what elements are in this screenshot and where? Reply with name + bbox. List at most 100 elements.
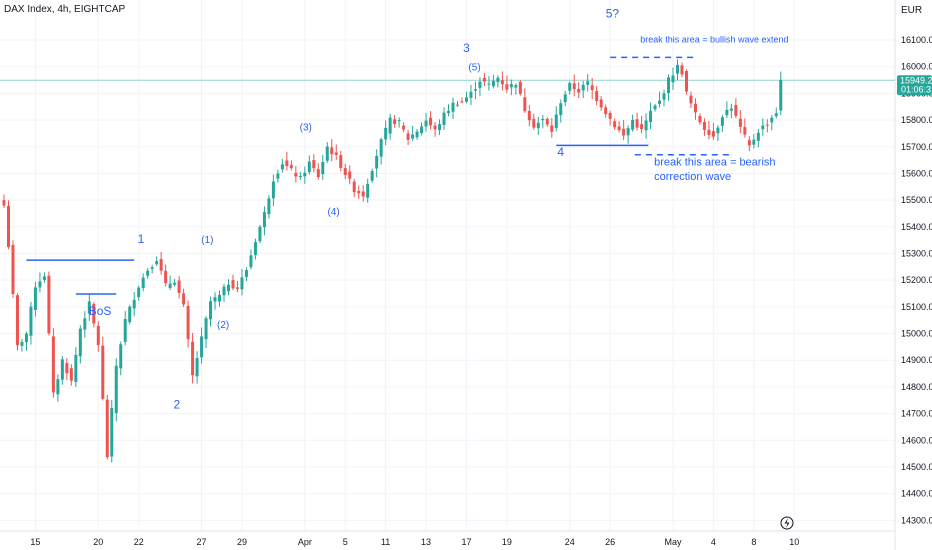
candle-body	[770, 117, 774, 123]
candle-body	[545, 118, 549, 125]
candle-body	[155, 261, 159, 265]
candle-body	[527, 111, 531, 121]
candle-body	[123, 319, 127, 342]
lightning-icon[interactable]	[780, 516, 794, 530]
candle-body	[222, 286, 226, 296]
x-tick-label: 8	[751, 537, 756, 547]
candle-body	[698, 115, 702, 123]
candle-body	[693, 103, 697, 113]
candle-body	[617, 126, 621, 131]
candle-body	[711, 131, 715, 137]
candle-body	[110, 408, 114, 457]
candle-body	[227, 284, 230, 292]
candle-body	[56, 379, 60, 395]
candle-body	[487, 83, 491, 85]
candle-body	[339, 155, 343, 168]
candle-body	[150, 267, 154, 269]
candle-body	[397, 120, 401, 122]
candle-body	[128, 306, 132, 323]
candle-body	[285, 160, 289, 167]
candle-body	[29, 306, 33, 336]
candle-body	[469, 91, 473, 98]
x-tick-label: 4	[711, 537, 716, 547]
candle-body	[249, 255, 253, 268]
countdown-label: 01:06:31	[901, 84, 932, 94]
candle-body	[51, 336, 55, 393]
annotation-note: break this area = bullish wave extend	[640, 35, 788, 45]
candle-body	[500, 80, 504, 85]
candle-body	[276, 173, 280, 179]
candle-body	[774, 113, 778, 117]
candle-body	[702, 122, 706, 130]
candle-body	[577, 88, 581, 93]
candle-body	[105, 399, 109, 458]
candle-body	[604, 107, 608, 115]
wave-label: 4	[557, 145, 564, 159]
candle-body	[195, 358, 199, 377]
candle-body	[330, 147, 334, 155]
y-tick-label: 14900.00	[901, 355, 932, 365]
candle-body	[460, 101, 464, 103]
y-tick-label: 16100.00	[901, 35, 932, 45]
wave-label: 5?	[606, 6, 620, 20]
candle-body	[716, 127, 720, 134]
candle-body	[96, 325, 100, 346]
candle-body	[312, 160, 316, 169]
y-tick-label: 14700.00	[901, 409, 932, 419]
candle-body	[473, 89, 477, 91]
price-tag-box	[897, 75, 932, 96]
x-tick-label: 13	[421, 537, 431, 547]
chart-title: DAX Index, 4h, EIGHTCAP	[4, 4, 126, 15]
candle-body	[568, 82, 572, 91]
candle-body	[491, 80, 495, 87]
y-tick-label: 15500.00	[901, 195, 932, 205]
candle-body	[375, 155, 379, 169]
x-axis: 15 20 22 27 29 Apr 5 11 13 17 19 24 26 May 4 8 10	[30, 537, 799, 547]
candle-body	[316, 169, 320, 178]
candle-body	[402, 125, 406, 130]
candle-body	[352, 181, 356, 193]
candle-body	[42, 276, 46, 280]
candle-body	[141, 277, 145, 289]
candle-body	[87, 301, 91, 314]
y-tick-label: 16000.00	[901, 62, 932, 72]
candle-body	[729, 108, 733, 111]
candle-body	[572, 83, 576, 90]
candle-body	[451, 102, 455, 112]
candle-body	[240, 277, 244, 290]
candle-body	[559, 103, 563, 116]
candle-body	[518, 81, 522, 94]
candle-body	[608, 113, 612, 119]
candle-body	[348, 171, 352, 179]
candle-body	[595, 90, 599, 101]
candle-body	[779, 80, 783, 111]
wave-label: (3)	[300, 123, 312, 134]
candle-body	[644, 120, 648, 131]
annotations: 1 2 3 4 5? (1) (2) (3) (4) (5) BoS break this area …	[89, 6, 789, 411]
candle-body	[218, 294, 222, 302]
candle-body	[231, 280, 235, 289]
candle-body	[415, 131, 419, 138]
candle-body	[370, 171, 374, 181]
candle-body	[554, 114, 558, 129]
candle-body	[447, 111, 451, 114]
candle-body	[334, 152, 338, 155]
candle-body	[676, 64, 679, 74]
candle-body	[15, 295, 19, 346]
candle-body	[280, 164, 284, 170]
x-tick-label: May	[665, 537, 683, 547]
candle-body	[424, 120, 428, 127]
y-tick-label: 14500.00	[901, 462, 932, 472]
candle-body	[393, 119, 397, 124]
y-tick-label: 14600.00	[901, 435, 932, 445]
candle-body	[433, 125, 437, 130]
candle-body	[74, 354, 78, 382]
annotation-note: break this area = bearish	[654, 156, 775, 168]
candle-body	[379, 139, 383, 157]
candle-body	[671, 75, 675, 83]
candle-body	[271, 181, 275, 199]
x-tick-label: 11	[381, 537, 390, 547]
candle-body	[303, 172, 307, 177]
candle-body	[689, 95, 693, 104]
